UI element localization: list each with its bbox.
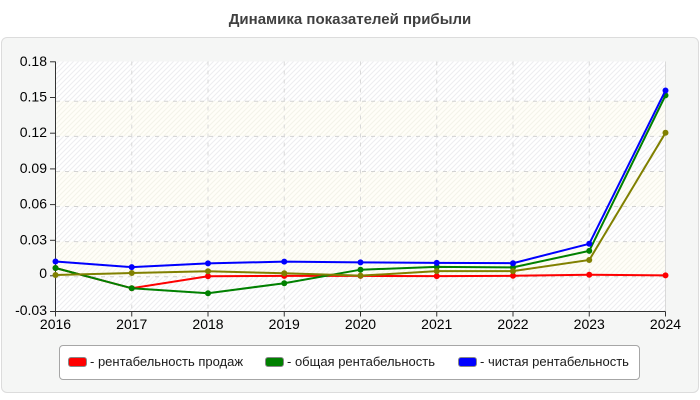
svg-text:2024: 2024	[650, 316, 681, 332]
svg-text:0.15: 0.15	[20, 89, 47, 105]
svg-text:2021: 2021	[421, 316, 452, 332]
svg-text:2019: 2019	[269, 316, 300, 332]
svg-text:2020: 2020	[345, 316, 376, 332]
svg-text:-0.03: -0.03	[15, 302, 47, 318]
svg-text:2017: 2017	[116, 316, 147, 332]
svg-text:2022: 2022	[497, 316, 528, 332]
svg-text:0: 0	[39, 265, 47, 281]
svg-text:0.09: 0.09	[20, 160, 47, 176]
svg-text:0.06: 0.06	[20, 196, 47, 212]
svg-text:2016: 2016	[40, 316, 71, 332]
svg-text:0.12: 0.12	[20, 124, 47, 140]
svg-text:2023: 2023	[574, 316, 605, 332]
svg-text:2018: 2018	[192, 316, 223, 332]
svg-text:0.18: 0.18	[20, 53, 47, 69]
svg-text:0.03: 0.03	[20, 231, 47, 247]
